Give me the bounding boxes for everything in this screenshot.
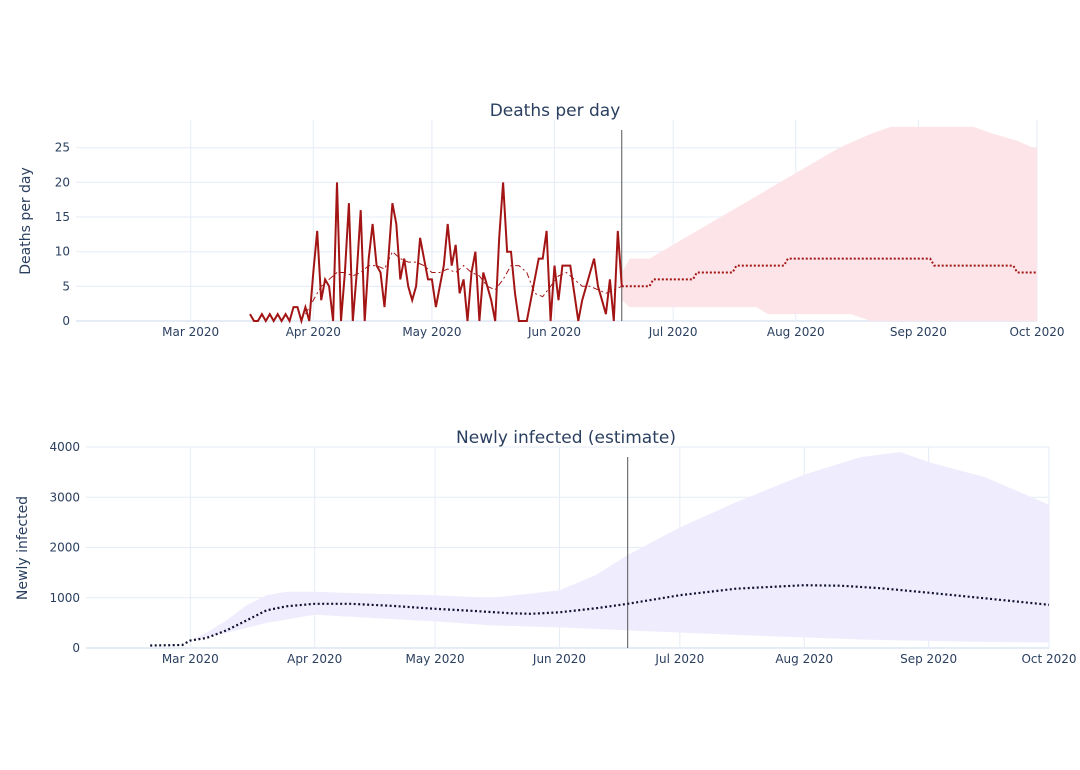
chart-1: Mar 2020 Apr 2020 May 2020 Jun 2020 Jul 2020… [18,101,1065,339]
y-tick-label: 15 [55,210,70,224]
uncertainty-band [190,452,1050,643]
x-tick-label: Mar 2020 [162,652,219,666]
x-tick-label: Mar 2020 [162,325,219,339]
chart-title: Newly infected (estimate) [456,428,676,448]
x-tick-label: May 2020 [402,325,461,339]
x-tick-label: Sep 2020 [900,652,957,666]
x-tick-label: Jul 2020 [654,652,704,666]
x-tick-label: Jul 2020 [648,325,698,339]
y-tick-label: 1000 [49,591,80,605]
x-tick-label: Oct 2020 [1021,652,1076,666]
series-line-1 [249,182,623,325]
y-tick-label: 0 [72,641,80,655]
x-tick-label: Oct 2020 [1009,325,1064,339]
y-tick-label: 2000 [49,541,80,555]
series-line-1 [150,584,1050,647]
x-tick-label: Jun 2020 [532,652,586,666]
y-axis-label: Newly infected [15,496,31,600]
uncertainty-band [621,126,1037,322]
chart-title: Deaths per day [490,101,621,121]
x-tick-label: May 2020 [406,652,465,666]
y-tick-label: 25 [55,141,70,155]
x-tick-label: Aug 2020 [767,325,825,339]
x-tick-label: Apr 2020 [286,325,341,339]
y-tick-label: 4000 [49,440,80,454]
y-tick-label: 0 [62,314,70,328]
y-tick-label: 20 [55,175,70,189]
y-tick-label: 10 [55,245,70,259]
series-line-2 [304,250,623,315]
y-tick-label: 5 [62,279,70,293]
x-tick-label: Apr 2020 [287,652,342,666]
x-tick-label: Jun 2020 [527,325,581,339]
x-tick-label: Sep 2020 [890,325,947,339]
chart-2: Mar 2020 Apr 2020 May 2020 Jun 2020 Jul 2020… [15,428,1077,666]
x-tick-label: Aug 2020 [775,652,833,666]
y-axis-label: Deaths per day [18,167,34,275]
y-tick-label: 3000 [49,490,80,504]
